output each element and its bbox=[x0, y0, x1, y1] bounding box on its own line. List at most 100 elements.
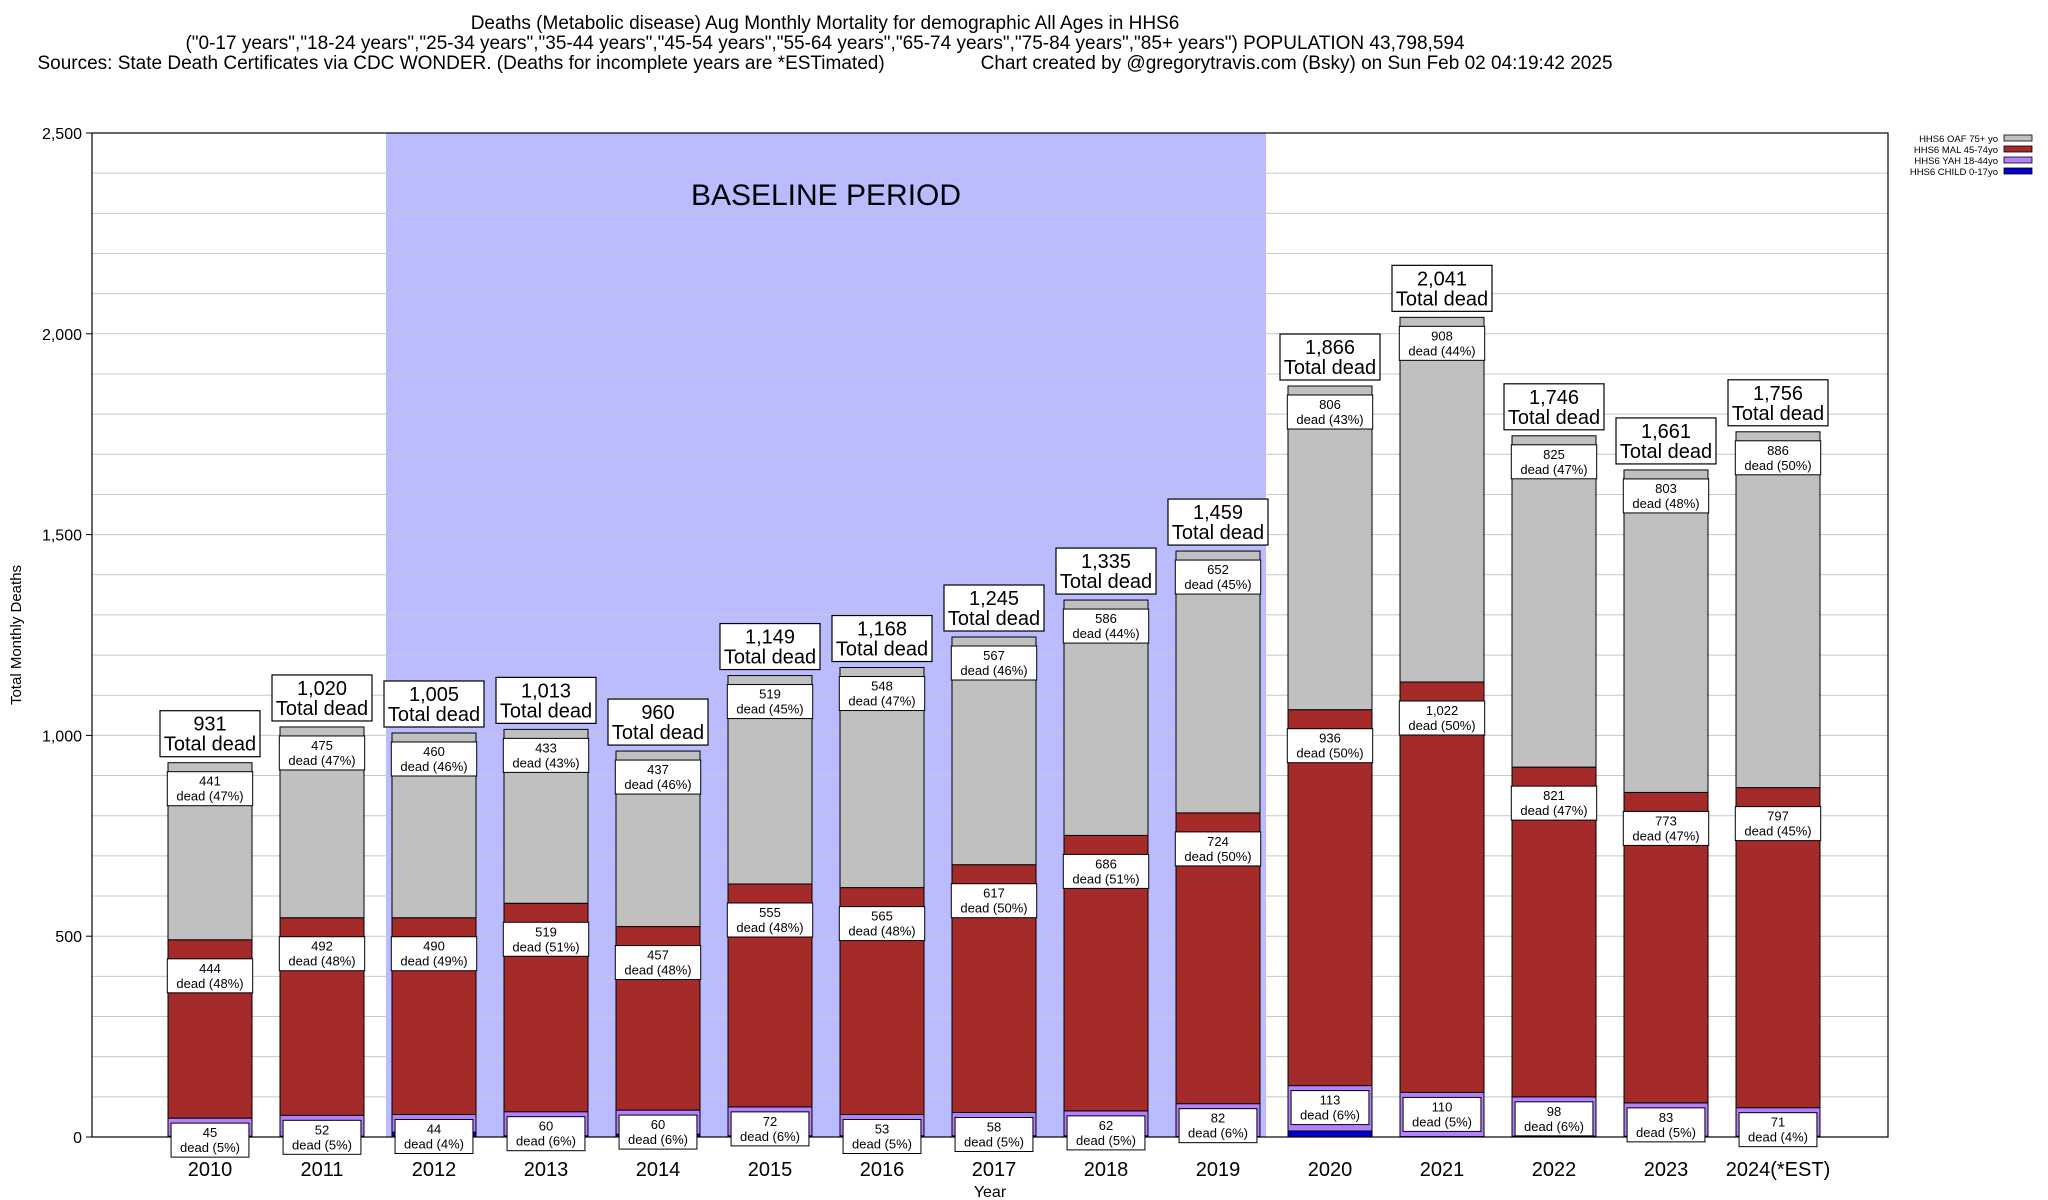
y-tick-label: 2,500 bbox=[42, 126, 82, 143]
segment-label-mal-pct: dead (50%) bbox=[1408, 718, 1475, 733]
total-label-text: Total dead bbox=[164, 734, 256, 756]
total-label-value: 1,661 bbox=[1641, 421, 1691, 443]
bar-segment bbox=[1735, 431, 1821, 789]
segment-label-oaf-box bbox=[1174, 559, 1262, 595]
segment-label-oaf-pct: dead (48%) bbox=[1632, 496, 1699, 511]
segment-label-mal-value: 686 bbox=[1095, 856, 1117, 871]
x-tick-label: 2023 bbox=[1644, 1159, 1689, 1181]
total-label-text: Total dead bbox=[500, 700, 592, 722]
x-tick-label: 2018 bbox=[1084, 1159, 1129, 1181]
total-label-box bbox=[1727, 379, 1829, 427]
segment-label-mal-box bbox=[502, 921, 590, 957]
total-label-text: Total dead bbox=[388, 704, 480, 726]
segment-label-yah-box bbox=[1514, 1101, 1594, 1137]
segment-label-yah-pct: dead (5%) bbox=[180, 1140, 240, 1155]
total-label-box bbox=[1167, 498, 1269, 546]
segment-label-mal-pct: dead (50%) bbox=[1296, 746, 1363, 761]
bar-segment bbox=[1511, 435, 1597, 768]
segment-label-oaf-pct: dead (50%) bbox=[1744, 458, 1811, 473]
segment-label-mal-value: 821 bbox=[1543, 788, 1565, 803]
segment-label-yah-pct: dead (6%) bbox=[628, 1132, 688, 1147]
segment-label-yah-value: 71 bbox=[1771, 1115, 1785, 1130]
title-line-3: Sources: State Death Certificates via CD… bbox=[0, 54, 1650, 74]
bar-segment bbox=[1175, 550, 1261, 814]
x-tick-label: 2012 bbox=[412, 1159, 457, 1181]
segment-label-oaf-value: 460 bbox=[423, 744, 445, 759]
segment-label-mal-box bbox=[838, 906, 926, 942]
segment-label-mal-box bbox=[614, 945, 702, 981]
segment-label-mal-value: 490 bbox=[423, 939, 445, 954]
segment-label-oaf-value: 806 bbox=[1319, 397, 1341, 412]
segment-label-yah-box bbox=[170, 1122, 250, 1158]
segment-label-mal-value: 617 bbox=[983, 886, 1005, 901]
segment-label-yah-box bbox=[1066, 1115, 1146, 1151]
total-label-text: Total dead bbox=[276, 698, 368, 720]
segment-label-mal-pct: dead (48%) bbox=[848, 924, 915, 939]
sources-note: Sources: State Death Certificates via CD… bbox=[37, 53, 885, 74]
bar-segment bbox=[1287, 709, 1373, 1087]
segment-label-yah-pct: dead (5%) bbox=[1076, 1133, 1136, 1148]
y-tick-label: 1,500 bbox=[42, 528, 82, 545]
total-label-value: 1,005 bbox=[409, 684, 459, 706]
legend-label: HHS6 CHILD 0-17yo bbox=[1910, 167, 1998, 178]
total-label-value: 1,149 bbox=[745, 627, 795, 649]
legend-swatch bbox=[2003, 167, 2033, 175]
total-label-text: Total dead bbox=[1732, 403, 1824, 425]
segment-label-yah-box bbox=[618, 1114, 698, 1150]
chart-credit: Chart created by @gregorytravis.com (Bsk… bbox=[980, 53, 1613, 74]
segment-label-oaf-box bbox=[1286, 394, 1374, 430]
segment-label-mal-box bbox=[1510, 785, 1598, 821]
segment-label-oaf-pct: dead (43%) bbox=[512, 755, 579, 770]
segment-label-oaf-box bbox=[166, 771, 254, 807]
segment-label-oaf-pct: dead (47%) bbox=[1520, 462, 1587, 477]
total-label-box bbox=[271, 674, 373, 722]
segment-label-mal-pct: dead (45%) bbox=[1744, 824, 1811, 839]
segment-label-mal-box bbox=[390, 936, 478, 972]
y-tick-label: 500 bbox=[55, 929, 82, 946]
segment-label-yah-value: 58 bbox=[987, 1120, 1001, 1135]
total-label-value: 1,335 bbox=[1081, 551, 1131, 573]
segment-label-mal-value: 797 bbox=[1767, 809, 1789, 824]
segment-label-oaf-box bbox=[278, 735, 366, 771]
segment-label-yah-value: 60 bbox=[539, 1119, 553, 1134]
segment-label-mal-pct: dead (51%) bbox=[512, 939, 579, 954]
segment-label-oaf-pct: dead (46%) bbox=[624, 777, 691, 792]
segment-label-yah-value: 44 bbox=[427, 1122, 441, 1137]
segment-label-mal-value: 565 bbox=[871, 909, 893, 924]
segment-label-oaf-box bbox=[502, 737, 590, 773]
total-label-text: Total dead bbox=[1620, 441, 1712, 463]
segment-label-yah-value: 62 bbox=[1099, 1118, 1113, 1133]
segment-label-mal-value: 492 bbox=[311, 939, 333, 954]
segment-label-oaf-value: 652 bbox=[1207, 562, 1229, 577]
segment-label-yah-box bbox=[1626, 1107, 1706, 1143]
segment-label-yah-pct: dead (5%) bbox=[852, 1137, 912, 1152]
segment-label-oaf-value: 886 bbox=[1767, 443, 1789, 458]
total-label-text: Total dead bbox=[836, 639, 928, 661]
total-label-value: 931 bbox=[193, 714, 226, 736]
chart-title: Deaths (Metabolic disease) Aug Monthly M… bbox=[0, 14, 1650, 74]
segment-label-yah-value: 113 bbox=[1320, 1093, 1341, 1108]
segment-label-oaf-box bbox=[1062, 608, 1150, 644]
total-label-value: 1,020 bbox=[297, 678, 347, 700]
